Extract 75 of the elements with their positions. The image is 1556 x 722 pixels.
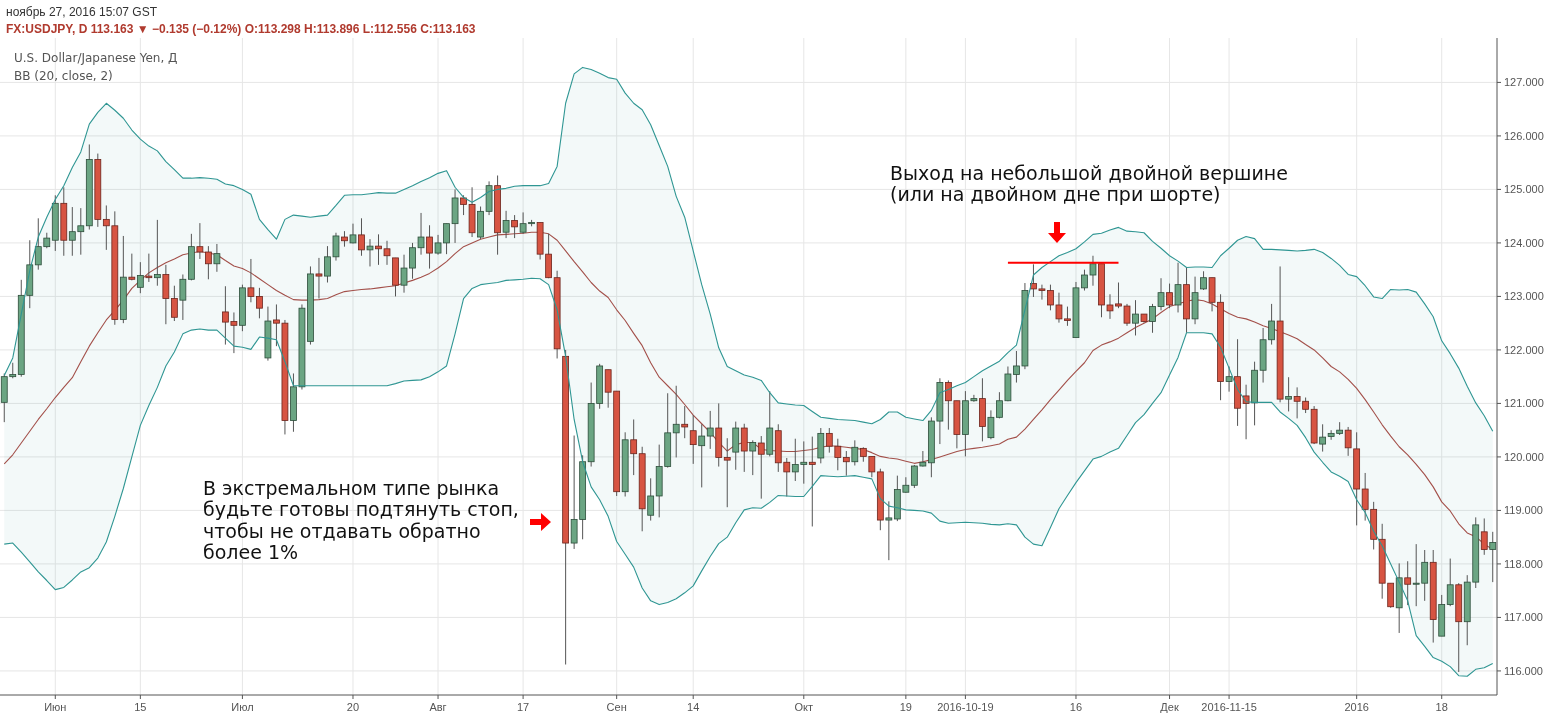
candlestick (213, 243, 221, 273)
candlestick (170, 285, 178, 322)
candlestick (689, 414, 697, 465)
x-tick-label: 14 (687, 701, 700, 713)
y-tick-label: 125.000 (1504, 183, 1544, 196)
candlestick (502, 210, 510, 239)
y-tick-label: 124.000 (1504, 236, 1544, 249)
candlestick (1404, 560, 1412, 606)
y-tick-label: 117.000 (1504, 611, 1543, 624)
x-tick-label: Сен (606, 701, 627, 713)
annotation: U.S. Dollar/Japanese Yen, Д (14, 51, 178, 65)
x-tick-label: 17 (516, 701, 530, 713)
candlestick (511, 214, 518, 239)
x-tick-label: Окт (794, 701, 814, 713)
candlestick (1319, 423, 1327, 453)
chart-title: ноябрь 27, 2016 15:07 GST (6, 5, 158, 19)
candlestick (145, 253, 153, 283)
x-tick-label: Июн (44, 701, 67, 713)
annotation: В экстремальном типе рынка будьте готовы подтянуть стоп, чтобы не отдавать обратно более 1% (203, 477, 519, 564)
candlestick (358, 217, 365, 257)
candlestick (1174, 262, 1182, 313)
x-tick-label: 2016-10-19 (937, 701, 994, 713)
candlestick (630, 418, 638, 476)
candlestick (672, 385, 680, 458)
x-tick-label: 2016 (1344, 701, 1369, 713)
candlestick (885, 500, 893, 561)
candlestick (179, 273, 187, 321)
candlestick (1446, 558, 1454, 607)
candlestick (1225, 366, 1233, 393)
x-tick-label: 16 (1069, 701, 1083, 713)
candlestick (723, 437, 731, 508)
candlestick (1166, 283, 1173, 309)
x-tick-label: 19 (899, 701, 912, 713)
x-tick-label: Авг (429, 701, 447, 713)
candlestick (706, 410, 714, 450)
y-tick-label: 121.000 (1504, 397, 1544, 410)
y-tick-label: 127.000 (1504, 76, 1544, 89)
candlestick (1344, 426, 1352, 457)
x-tick-label: Дек (1160, 701, 1179, 713)
y-tick-label: 122.000 (1504, 343, 1544, 356)
x-tick-label: 20 (346, 701, 360, 713)
candlestick (366, 238, 374, 267)
line-series (3, 277, 1494, 677)
x-tick-label: 2016-11-15 (1201, 701, 1257, 713)
x-tick-label: 18 (1435, 701, 1448, 713)
y-tick-label: 120.000 (1504, 450, 1544, 463)
annotation: Выход на небольшой двойной вершине (или на двойном дне при шорте) (890, 162, 1288, 206)
annotation: BB (20, close, 2) (14, 69, 113, 83)
y-tick-label: 118.000 (1504, 557, 1543, 570)
candlestick (740, 423, 748, 473)
y-tick-label: 123.000 (1504, 290, 1544, 303)
candlestick (1200, 270, 1207, 291)
candlestick (1480, 517, 1488, 556)
candlestick (757, 435, 765, 500)
candlestick (153, 219, 161, 287)
candlestick (808, 436, 816, 527)
candlestick (349, 223, 357, 244)
candlestick (136, 261, 144, 294)
candlestick (842, 450, 850, 477)
y-tick-label: 119.000 (1504, 504, 1543, 517)
candlestick (681, 405, 689, 439)
candlestick (851, 439, 859, 466)
y-tick-label: 126.000 (1504, 129, 1544, 142)
candlestick (749, 439, 757, 476)
x-tick-label: Июл (231, 701, 254, 713)
candlestick (698, 423, 706, 488)
candlestick (647, 477, 655, 522)
candlestick (1285, 376, 1292, 412)
y-tick-label: 116.000 (1504, 664, 1543, 677)
candlestick (426, 224, 433, 270)
candlestick (128, 253, 136, 281)
candlestick (1132, 299, 1139, 336)
x-tick-label: 15 (134, 701, 147, 713)
chart-subtitle: FX:USDJPY, D 113.163 ▼ −0.135 (−0.12%) O:113.298 H:113.896 L:112.556 C:113.163 (6, 22, 476, 36)
candlestick (315, 257, 323, 300)
